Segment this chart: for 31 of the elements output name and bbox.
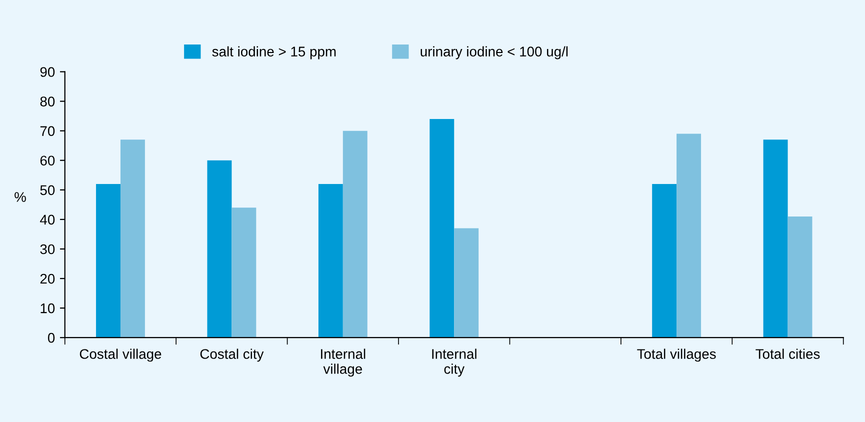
bar — [763, 140, 788, 338]
legend-label: salt iodine > 15 ppm — [212, 46, 336, 60]
bar — [120, 140, 145, 338]
y-tick-label: 70 — [40, 126, 55, 136]
x-tick-label: Costal village — [80, 348, 162, 362]
y-tick-label: 50 — [40, 185, 55, 196]
bar — [232, 208, 256, 338]
bar — [342, 130, 368, 338]
bar — [318, 184, 343, 338]
x-tick-label: Total cities — [756, 348, 820, 359]
y-tick-label: 0 — [48, 332, 55, 343]
x-tick-label: Internal village — [321, 348, 366, 377]
bar — [788, 216, 812, 338]
x-tick-label: Total villages — [637, 348, 716, 362]
bar — [652, 184, 677, 338]
y-tick-label: 40 — [40, 214, 55, 225]
y-tick-label: 20 — [40, 274, 55, 284]
x-tick-label: Costal city — [200, 348, 264, 362]
y-tick-label: 90 — [40, 67, 55, 77]
bar — [676, 134, 702, 338]
bar — [207, 160, 232, 338]
bar — [430, 119, 454, 338]
y-tick-label: 80 — [40, 96, 55, 106]
x-tick-label: Internal city — [432, 348, 476, 377]
bar — [96, 184, 120, 338]
y-tick-label: 10 — [40, 303, 55, 314]
legend-label: urinary iodine < 100 ug/l — [420, 46, 568, 60]
y-tick-label: 30 — [40, 244, 55, 254]
y-axis-title: % — [14, 192, 26, 202]
bar — [454, 228, 479, 338]
y-tick-label: 60 — [40, 156, 55, 166]
